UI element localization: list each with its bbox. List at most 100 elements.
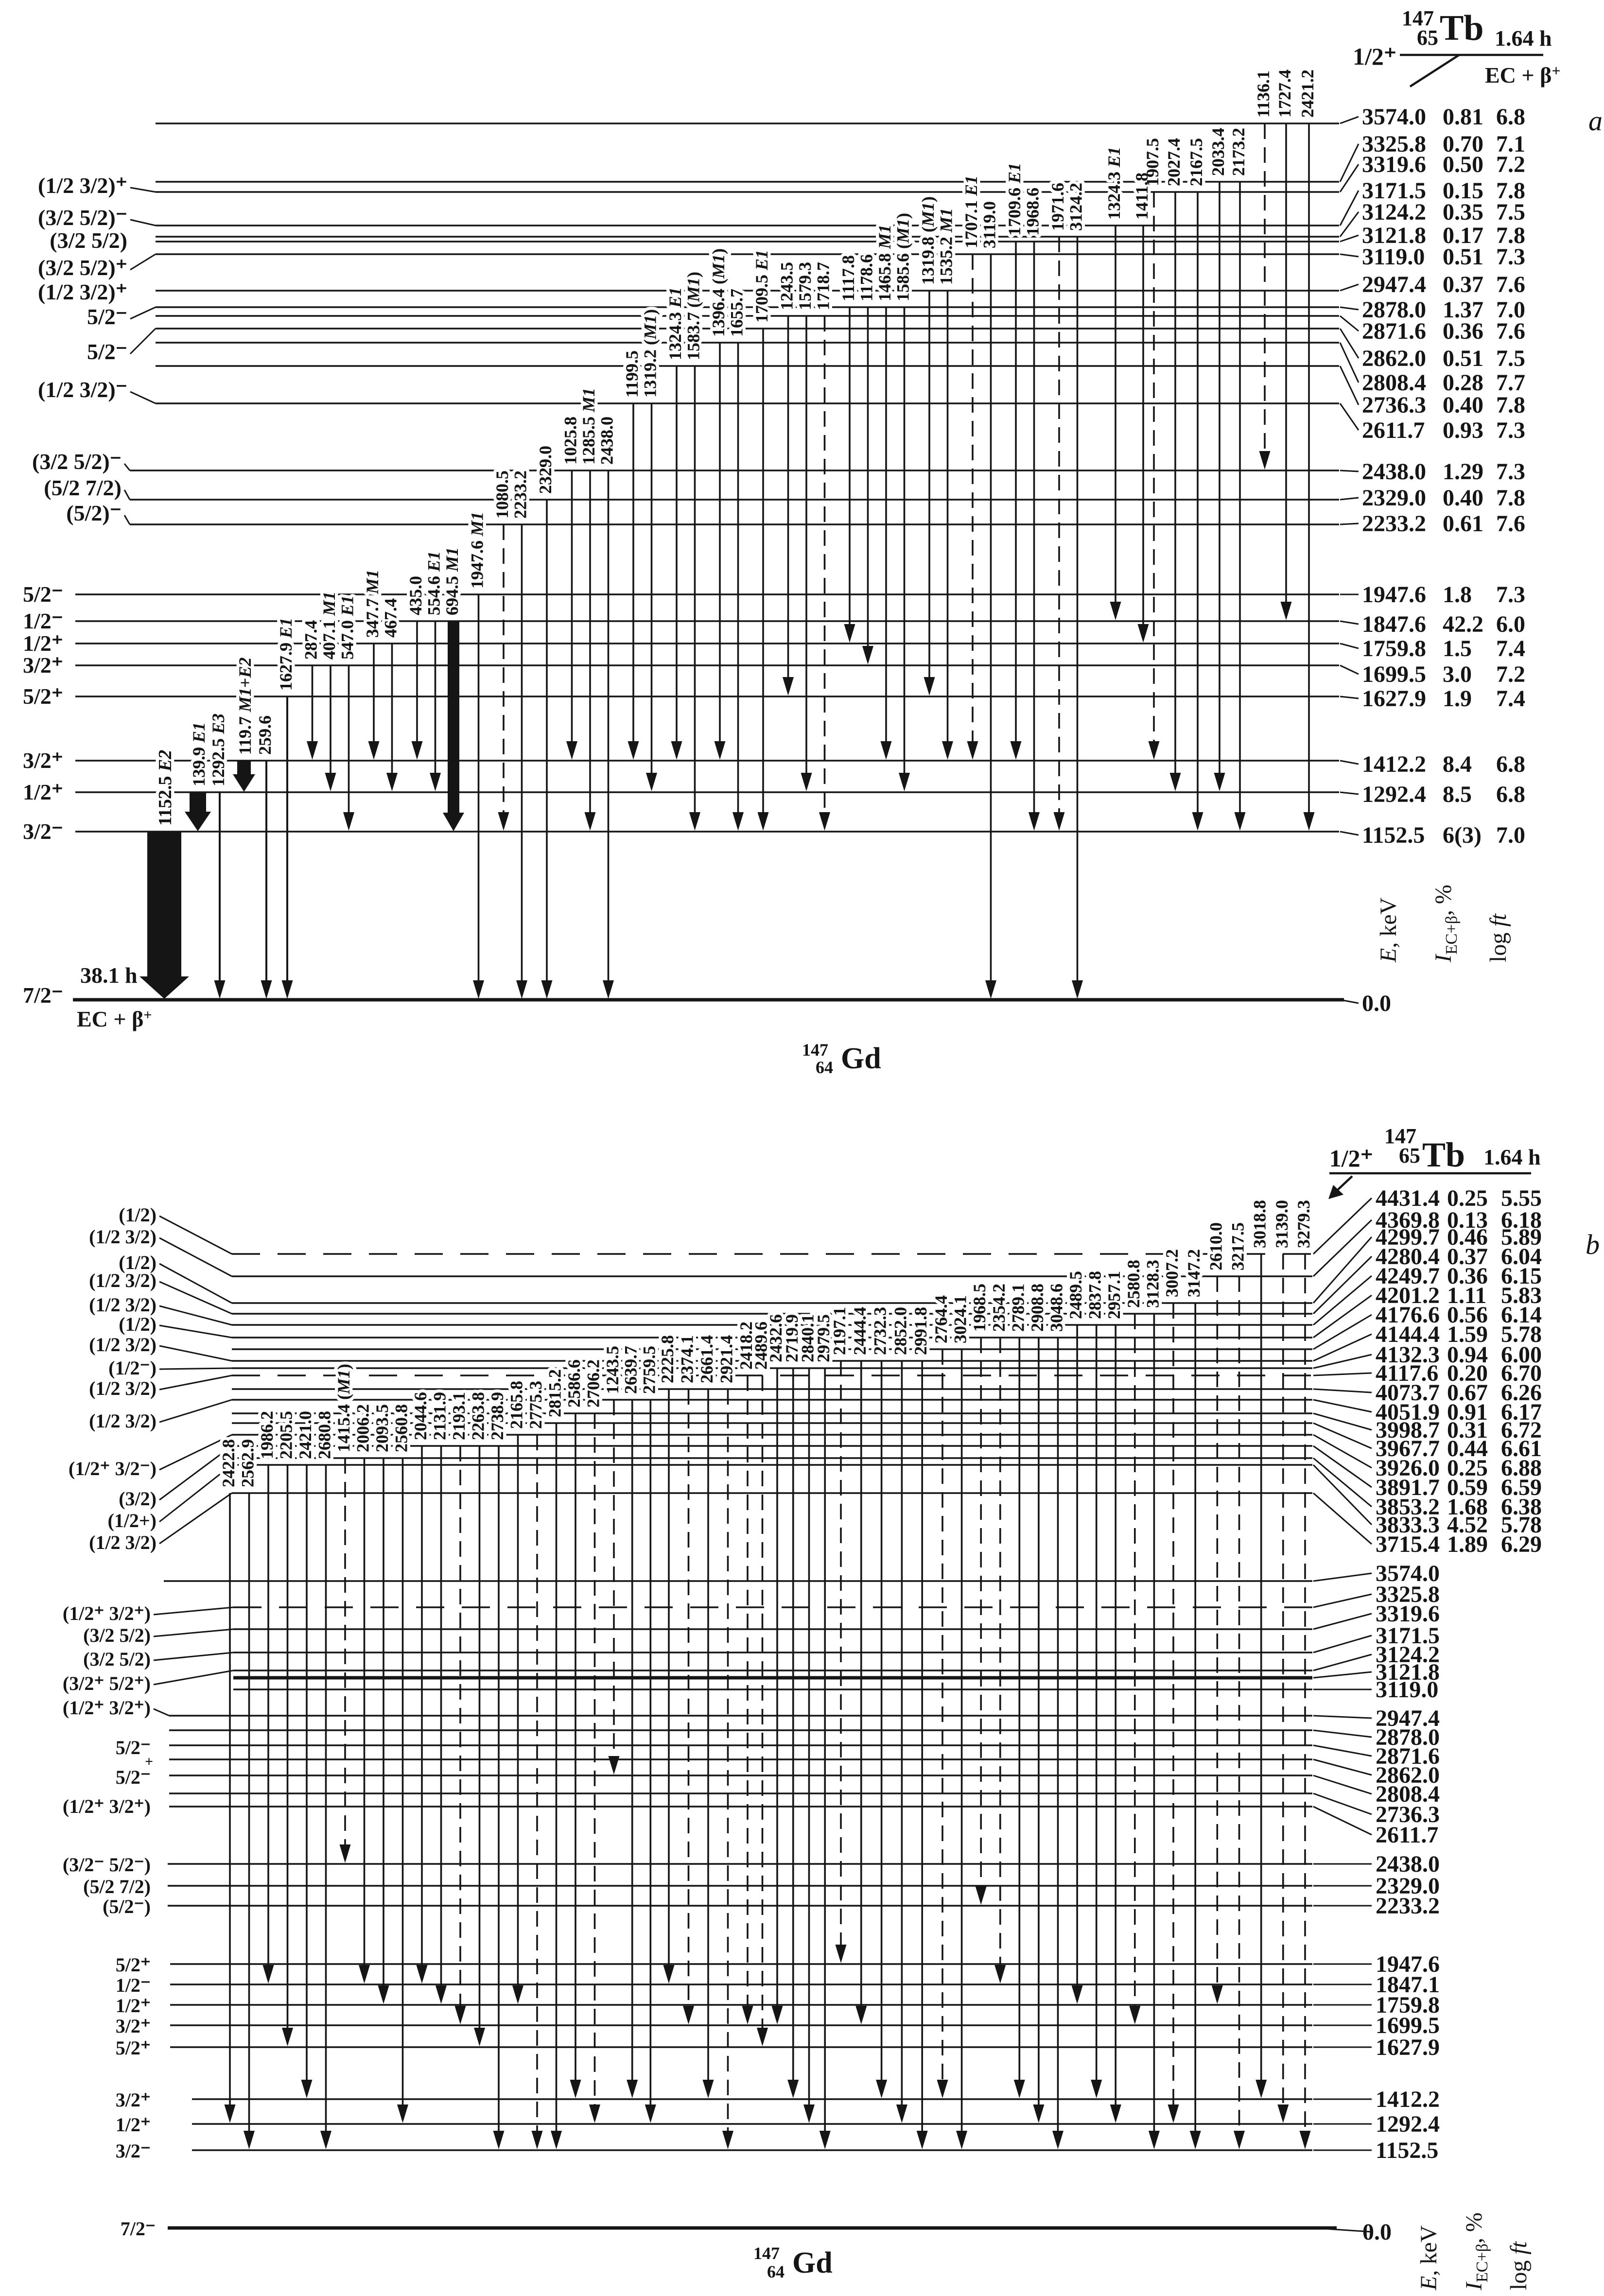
svg-text:554.6 E1: 554.6 E1 <box>424 551 444 615</box>
svg-text:2852.0: 2852.0 <box>890 1307 910 1355</box>
svg-text:4.52: 4.52 <box>1447 1512 1488 1538</box>
svg-text:7.3: 7.3 <box>1496 244 1525 270</box>
svg-text:2639.7: 2639.7 <box>621 1346 641 1394</box>
svg-text:2947.4: 2947.4 <box>1376 1705 1440 1731</box>
svg-text:0.51: 0.51 <box>1443 244 1483 270</box>
svg-text:2131.9: 2131.9 <box>430 1392 450 1440</box>
svg-text:3171.5: 3171.5 <box>1362 178 1426 204</box>
svg-text:1412.2: 1412.2 <box>1376 2087 1440 2112</box>
svg-text:6.29: 6.29 <box>1501 1531 1542 1557</box>
svg-text:2586.6: 2586.6 <box>564 1359 584 1408</box>
svg-text:3833.3: 3833.3 <box>1376 1512 1440 1538</box>
svg-text:2233.2: 2233.2 <box>511 470 530 519</box>
svg-text:2706.2: 2706.2 <box>584 1359 603 1408</box>
svg-text:1968.6: 1968.6 <box>1023 188 1043 236</box>
svg-text:2586.6: 2586.6 <box>564 1359 584 1408</box>
svg-text:1699.5: 1699.5 <box>1376 2013 1440 2038</box>
svg-text:1.29: 1.29 <box>1443 459 1483 485</box>
svg-text:(1/2+): (1/2+) <box>107 1510 157 1531</box>
svg-text:0.70: 0.70 <box>1443 131 1483 157</box>
svg-text:0.67: 0.67 <box>1447 1380 1488 1406</box>
svg-text:7.6: 7.6 <box>1496 272 1525 297</box>
svg-text:2808.4: 2808.4 <box>1362 370 1426 396</box>
svg-text:(3/2⁻ 5/2⁻): (3/2⁻ 5/2⁻) <box>63 1854 151 1876</box>
svg-text:(1/2 3/2)⁻: (1/2 3/2)⁻ <box>38 377 127 402</box>
svg-text:2775.3: 2775.3 <box>526 1381 545 1429</box>
svg-text:(5/2)⁻: (5/2)⁻ <box>66 501 122 525</box>
svg-text:0.61: 0.61 <box>1443 511 1483 537</box>
svg-text:2979.5: 2979.5 <box>814 1314 833 1362</box>
svg-text:1292.4: 1292.4 <box>1362 782 1426 807</box>
svg-text:1535.2 M1: 1535.2 M1 <box>937 208 956 285</box>
svg-text:259.6: 259.6 <box>255 715 275 755</box>
svg-text:407.1 M1: 407.1 M1 <box>319 591 339 660</box>
svg-text:(5/2 7/2): (5/2 7/2) <box>83 1876 151 1897</box>
svg-text:2432.6: 2432.6 <box>766 1314 785 1362</box>
svg-text:3119.0: 3119.0 <box>1376 1677 1438 1703</box>
svg-text:6.18: 6.18 <box>1501 1207 1542 1233</box>
svg-text:1.11: 1.11 <box>1447 1283 1486 1308</box>
svg-text:(3/2⁺ 5/2⁺): (3/2⁺ 5/2⁺) <box>63 1672 151 1694</box>
svg-text:6.0: 6.0 <box>1496 611 1525 637</box>
svg-text:3147.2: 3147.2 <box>1184 1249 1203 1297</box>
svg-text:6.17: 6.17 <box>1501 1399 1542 1425</box>
svg-text:1/2⁺: 1/2⁺ <box>116 2114 151 2136</box>
svg-text:3048.6: 3048.6 <box>1047 1284 1066 1332</box>
svg-text:3217.5: 3217.5 <box>1228 1222 1248 1270</box>
svg-text:4201.2: 4201.2 <box>1376 1283 1440 1308</box>
svg-text:(3/2 5/2)⁺: (3/2 5/2)⁺ <box>38 255 127 280</box>
svg-text:EC + β+: EC + β+ <box>1485 62 1561 87</box>
svg-text:4117.6: 4117.6 <box>1376 1360 1438 1386</box>
svg-text:5/2⁺: 5/2⁺ <box>116 1954 151 1976</box>
svg-text:1971.6: 1971.6 <box>1048 183 1067 231</box>
svg-text:b: b <box>1586 1229 1600 1260</box>
svg-text:1947.6 M1: 1947.6 M1 <box>468 512 487 589</box>
svg-text:1243.5: 1243.5 <box>777 262 797 310</box>
svg-text:2093.5: 2093.5 <box>372 1404 392 1452</box>
svg-text:2263.8: 2263.8 <box>469 1392 488 1440</box>
svg-text:2422.8: 2422.8 <box>219 1439 238 1487</box>
svg-text:1847.1: 1847.1 <box>1376 1972 1440 1998</box>
svg-text:1.64 h: 1.64 h <box>1483 1145 1541 1169</box>
svg-text:2225.8: 2225.8 <box>658 1335 677 1383</box>
svg-text:1/2⁻: 1/2⁻ <box>116 1974 151 1996</box>
svg-text:2611.7: 2611.7 <box>1362 417 1425 443</box>
svg-text:(5/2 7/2): (5/2 7/2) <box>44 475 122 500</box>
svg-text:(1/2 3/2): (1/2 3/2) <box>89 1531 157 1553</box>
svg-text:Gd: Gd <box>792 2246 833 2279</box>
svg-text:0.31: 0.31 <box>1447 1417 1488 1443</box>
svg-text:1627.9 E1: 1627.9 E1 <box>276 618 296 691</box>
svg-text:1/2⁺: 1/2⁺ <box>1353 43 1396 70</box>
svg-text:1709.5 E1: 1709.5 E1 <box>752 250 771 323</box>
svg-text:EC + β+: EC + β+ <box>77 1007 152 1031</box>
svg-text:547.0 E1: 547.0 E1 <box>338 595 357 660</box>
svg-text:0.46: 0.46 <box>1447 1224 1488 1250</box>
svg-text:554.6 E1: 554.6 E1 <box>424 551 444 615</box>
svg-text:7.3: 7.3 <box>1496 459 1525 485</box>
svg-text:1025.8: 1025.8 <box>561 417 580 465</box>
svg-text:1319.2 (M1): 1319.2 (M1) <box>641 309 660 398</box>
svg-text:1947.6 M1: 1947.6 M1 <box>468 512 487 589</box>
svg-text:2871.6: 2871.6 <box>1362 318 1426 344</box>
svg-text:2580.8: 2580.8 <box>1124 1260 1143 1308</box>
svg-text:7.0: 7.0 <box>1496 297 1525 323</box>
svg-text:2957.1: 2957.1 <box>1104 1271 1124 1319</box>
svg-text:2421.2: 2421.2 <box>1298 70 1317 118</box>
svg-text:(1/2 3/2): (1/2 3/2) <box>89 1226 157 1248</box>
svg-text:1.89: 1.89 <box>1447 1531 1488 1557</box>
svg-text:1152.5: 1152.5 <box>1376 2138 1438 2163</box>
svg-text:8.5: 8.5 <box>1443 782 1472 807</box>
svg-text:2167.5: 2167.5 <box>1186 138 1206 186</box>
svg-text:1243.5: 1243.5 <box>777 262 797 310</box>
svg-text:7.6: 7.6 <box>1496 511 1525 537</box>
svg-text:7.4: 7.4 <box>1496 686 1525 712</box>
svg-text:7.8: 7.8 <box>1496 485 1525 511</box>
svg-text:0.28: 0.28 <box>1443 370 1483 396</box>
svg-text:3998.7: 3998.7 <box>1376 1417 1440 1443</box>
svg-text:1025.8: 1025.8 <box>561 417 580 465</box>
svg-text:1285.5 M1: 1285.5 M1 <box>579 388 598 465</box>
svg-text:7.8: 7.8 <box>1496 223 1525 248</box>
svg-text:2862.0: 2862.0 <box>1376 1762 1440 1788</box>
svg-text:2205.5: 2205.5 <box>277 1411 296 1459</box>
svg-text:3967.7: 3967.7 <box>1376 1436 1440 1461</box>
